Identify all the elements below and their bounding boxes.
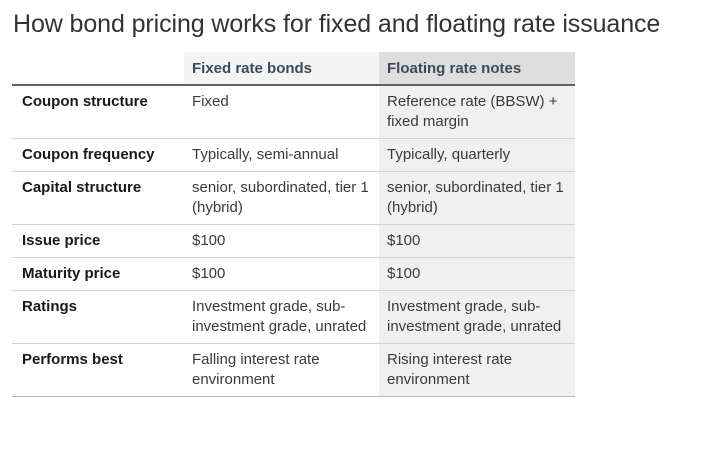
- cell-floating: Rising interest rate environment: [379, 343, 575, 397]
- comparison-table: Fixed rate bonds Floating rate notes Cou…: [12, 52, 575, 397]
- cell-fixed: Typically, semi-annual: [184, 138, 379, 172]
- table-row: Coupon structure Fixed Reference rate (B…: [12, 85, 575, 139]
- cell-fixed: Fixed: [184, 85, 379, 139]
- cell-fixed: $100: [184, 257, 379, 291]
- comparison-table-container: Fixed rate bonds Floating rate notes Cou…: [12, 52, 575, 397]
- table-row: Performs best Falling interest rate envi…: [12, 343, 575, 397]
- cell-fixed: Falling interest rate environment: [184, 343, 379, 397]
- table-header-row: Fixed rate bonds Floating rate notes: [12, 52, 575, 86]
- table-row: Maturity price $100 $100: [12, 257, 575, 291]
- cell-fixed: senior, subordinated, tier 1 (hybrid): [184, 171, 379, 225]
- row-label-ratings: Ratings: [12, 290, 184, 344]
- page-title: How bond pricing works for fixed and flo…: [13, 10, 661, 38]
- row-label-maturity-price: Maturity price: [12, 257, 184, 291]
- table-row: Coupon frequency Typically, semi-annual …: [12, 138, 575, 172]
- cell-floating: Investment grade, sub-investment grade, …: [379, 290, 575, 344]
- row-label-issue-price: Issue price: [12, 224, 184, 258]
- cell-fixed: Investment grade, sub-investment grade, …: [184, 290, 379, 344]
- table-row: Ratings Investment grade, sub-investment…: [12, 290, 575, 344]
- cell-floating: Reference rate (BBSW) + fixed margin: [379, 85, 575, 139]
- cell-floating: senior, subordinated, tier 1 (hybrid): [379, 171, 575, 225]
- header-empty: [12, 52, 184, 86]
- cell-fixed: $100: [184, 224, 379, 258]
- header-floating-rate-notes: Floating rate notes: [379, 52, 575, 86]
- cell-floating: $100: [379, 224, 575, 258]
- row-label-performs-best: Performs best: [12, 343, 184, 397]
- cell-floating: Typically, quarterly: [379, 138, 575, 172]
- table-row: Capital structure senior, subordinated, …: [12, 171, 575, 225]
- row-label-coupon-frequency: Coupon frequency: [12, 138, 184, 172]
- row-label-capital-structure: Capital structure: [12, 171, 184, 225]
- header-fixed-rate-bonds: Fixed rate bonds: [184, 52, 379, 86]
- table-row: Issue price $100 $100: [12, 224, 575, 258]
- row-label-coupon-structure: Coupon structure: [12, 85, 184, 139]
- cell-floating: $100: [379, 257, 575, 291]
